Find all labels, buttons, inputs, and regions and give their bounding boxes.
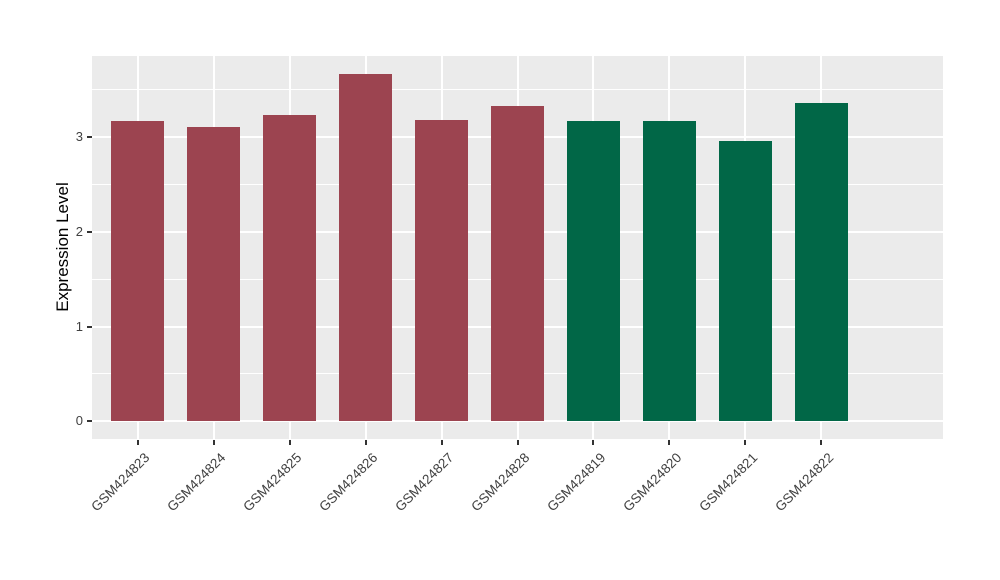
bar-GSM424822	[794, 103, 849, 422]
bar-GSM424819	[566, 120, 621, 422]
x-tick-label-text: GSM424827	[391, 450, 457, 515]
x-tick-label-text: GSM424826	[315, 450, 381, 515]
y-axis-title-text: Expression Level	[53, 182, 72, 312]
y-tick-mark	[87, 230, 92, 233]
y-tick-label: 0	[75, 413, 83, 429]
x-tick-mark	[440, 440, 443, 445]
x-tick-label-text: GSM424822	[771, 450, 837, 515]
bar-GSM424827	[414, 119, 469, 422]
x-tick-mark	[364, 440, 367, 445]
x-tick-label-text: GSM424819	[543, 450, 609, 515]
x-tick-label-text: GSM424821	[695, 450, 761, 515]
y-tick-mark	[87, 420, 92, 423]
x-tick-label-text: GSM424825	[239, 450, 305, 515]
plot-panel	[92, 56, 943, 439]
x-tick-mark	[212, 440, 215, 445]
x-tick-label-text: GSM424823	[87, 450, 153, 515]
x-tick-mark	[136, 440, 139, 445]
x-tick-label-text: GSM424820	[619, 450, 685, 515]
y-tick-label: 3	[75, 128, 83, 144]
bar-GSM424821	[718, 141, 773, 422]
y-tick-label: 1	[75, 318, 83, 334]
x-tick-mark	[592, 440, 595, 445]
bar-GSM424825	[262, 114, 317, 422]
bar-GSM424828	[490, 106, 545, 422]
x-tick-mark	[744, 440, 747, 445]
x-tick-mark	[668, 440, 671, 445]
bar-GSM424826	[338, 74, 393, 422]
x-tick-mark	[820, 440, 823, 445]
y-tick-label: 2	[75, 223, 83, 239]
bar-GSM424820	[642, 120, 697, 422]
bar-GSM424824	[186, 127, 241, 422]
x-tick-mark	[516, 440, 519, 445]
y-tick-mark	[87, 325, 92, 328]
bar-GSM424823	[110, 121, 165, 422]
x-tick-mark	[288, 440, 291, 445]
x-tick-label-text: GSM424824	[163, 450, 229, 515]
x-tick-label-text: GSM424828	[467, 450, 533, 515]
y-tick-mark	[87, 135, 92, 138]
